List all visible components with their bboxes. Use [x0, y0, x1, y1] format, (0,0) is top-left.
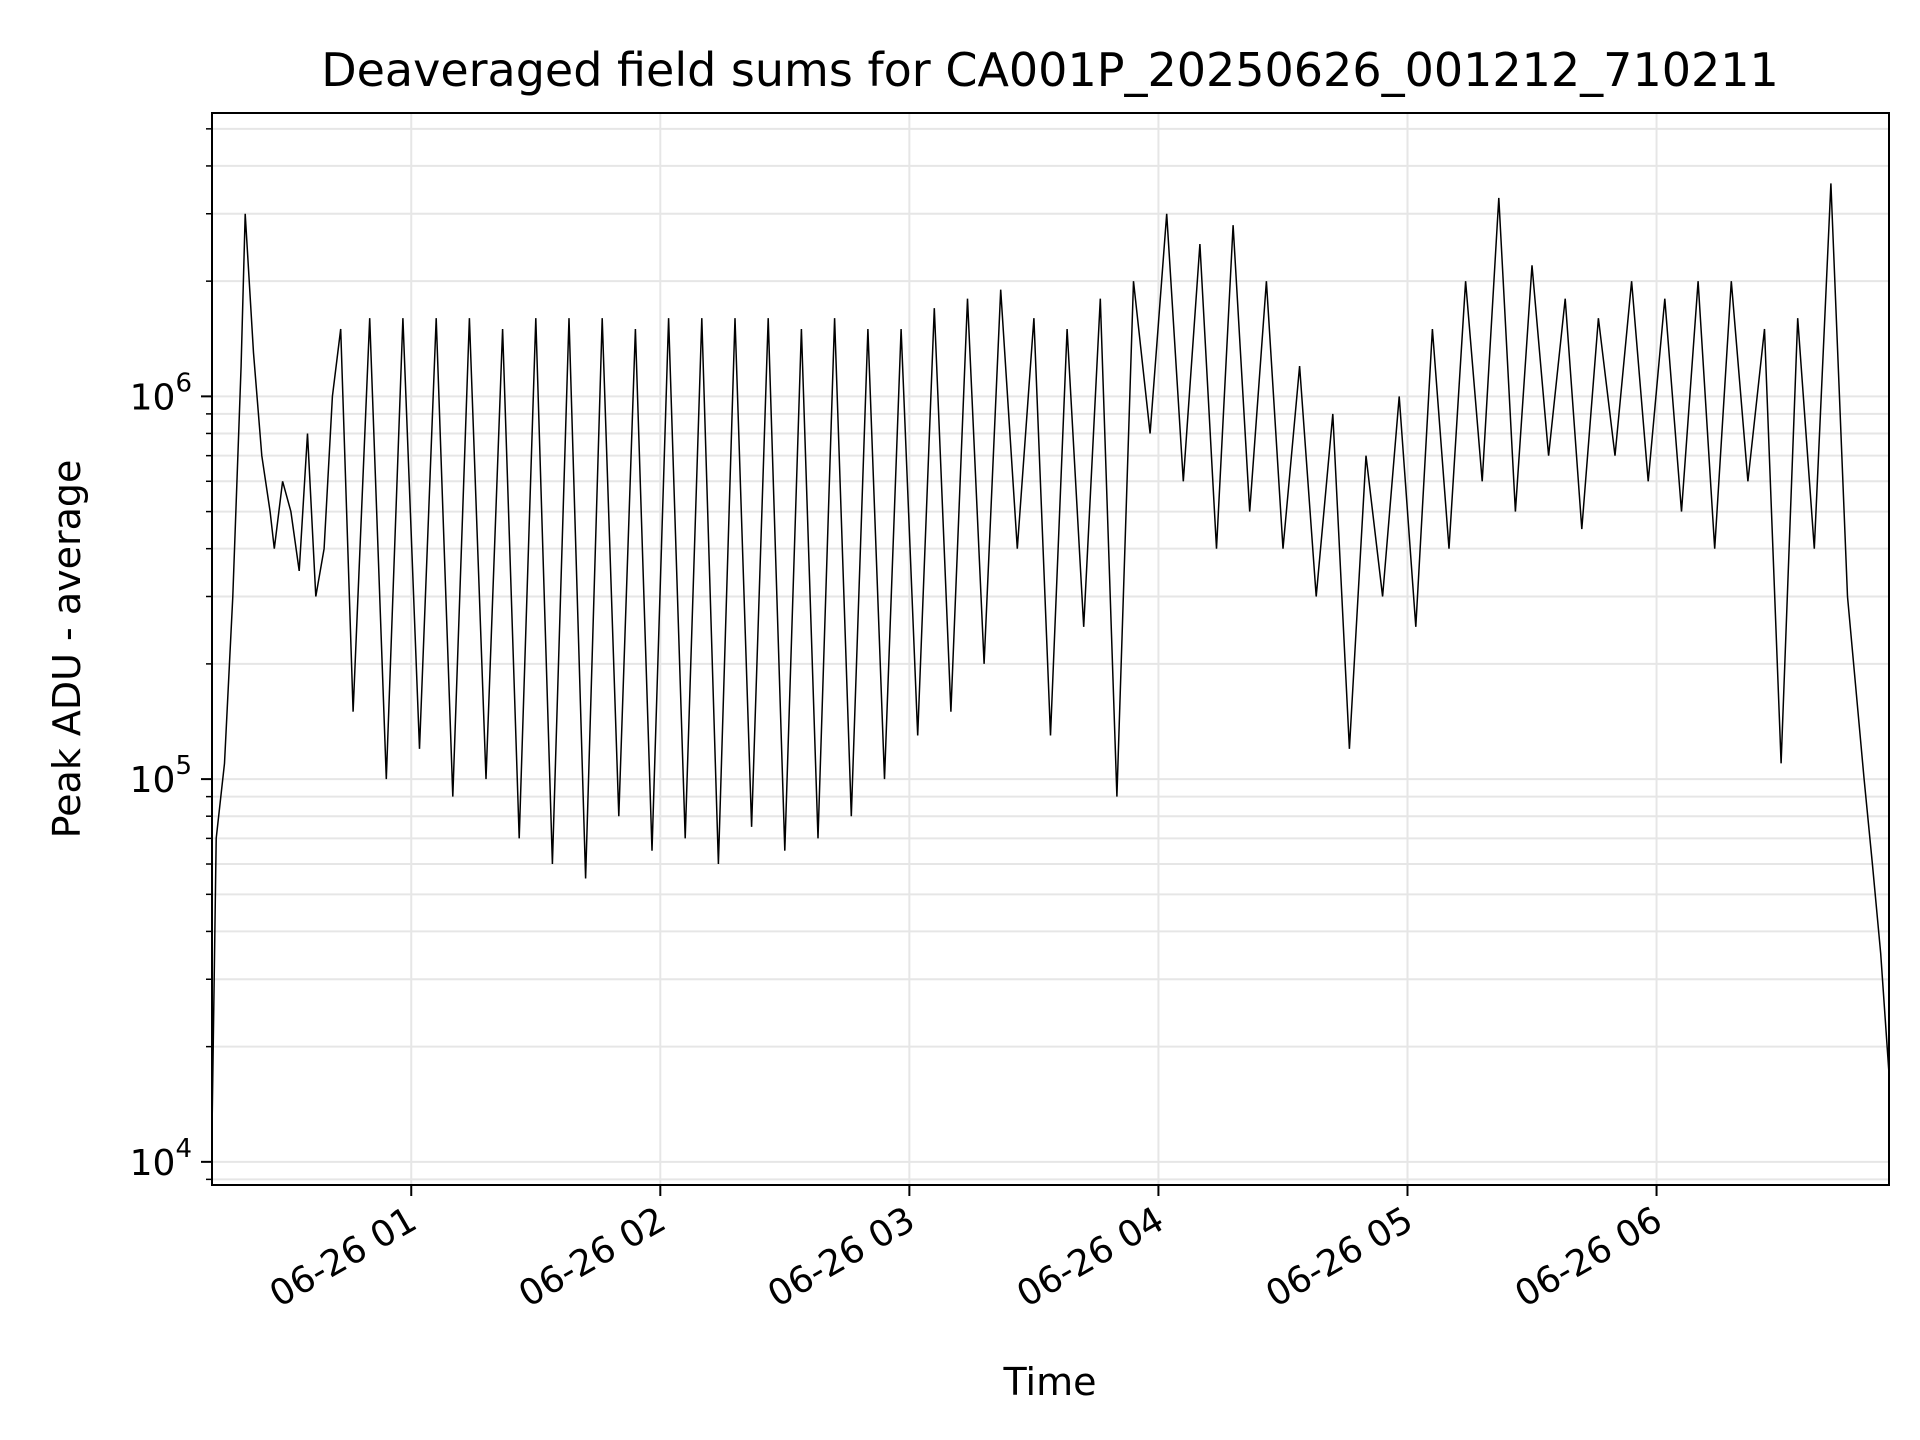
y-tick-label: 105 [130, 751, 192, 801]
chart-title: Deaveraged field sums for CA001P_2025062… [321, 43, 1779, 97]
line-layer [212, 183, 1889, 1132]
grid-layer [212, 113, 1889, 1185]
series-line [212, 183, 1889, 1132]
y-axis: 104 105 106 [130, 128, 212, 1184]
y-tick-label: 104 [130, 1134, 192, 1184]
plot-frame [211, 112, 1890, 1186]
y-axis-label: Peak ADU - average [45, 460, 89, 839]
y-tick-label: 106 [130, 368, 192, 418]
x-axis-label: Time [1003, 1360, 1097, 1404]
